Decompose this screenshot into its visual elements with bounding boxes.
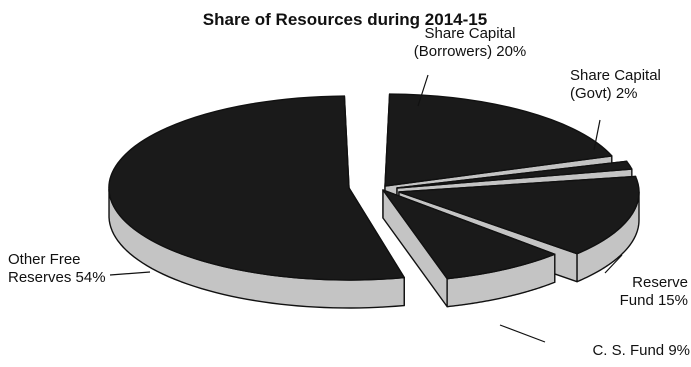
- slice-labels: Share Capital (Borrowers) 20%Share Capita…: [8, 25, 690, 359]
- leader-line: [417, 74, 429, 107]
- slice-label: Reserve Fund 15%: [620, 274, 688, 309]
- slice-label: C. S. Fund 9%: [592, 342, 690, 359]
- slice-label-line: Fund 15%: [620, 292, 688, 309]
- slice-label: Other Free Reserves 54%: [8, 251, 106, 286]
- pie-slices: [108, 93, 640, 309]
- slice-label-line: Reserve: [632, 274, 688, 291]
- slice-label-line: Share Capital: [425, 25, 516, 42]
- leader-line: [499, 324, 546, 343]
- slice-label-line: C. S. Fund 9%: [592, 342, 690, 359]
- leader-line: [109, 271, 151, 276]
- slice-label-line: (Borrowers) 20%: [414, 43, 527, 60]
- slice-label-line: Share Capital: [570, 67, 661, 84]
- leader-line: [593, 119, 601, 151]
- chart-title: Share of Resources during 2014-15: [203, 10, 487, 29]
- pie-slice-other-free-reserves: [108, 95, 405, 309]
- slice-label-line: (Govt) 2%: [570, 85, 638, 102]
- label-leader-lines: [109, 74, 623, 343]
- slice-label-line: Reserves 54%: [8, 269, 106, 286]
- leader-line: [604, 254, 623, 274]
- slice-label: Share Capital (Borrowers) 20%: [414, 25, 527, 60]
- pie-slice-c-s-fund: [382, 189, 556, 308]
- slice-label-line: Other Free: [8, 251, 81, 268]
- slice-label: Share Capital (Govt) 2%: [570, 67, 661, 102]
